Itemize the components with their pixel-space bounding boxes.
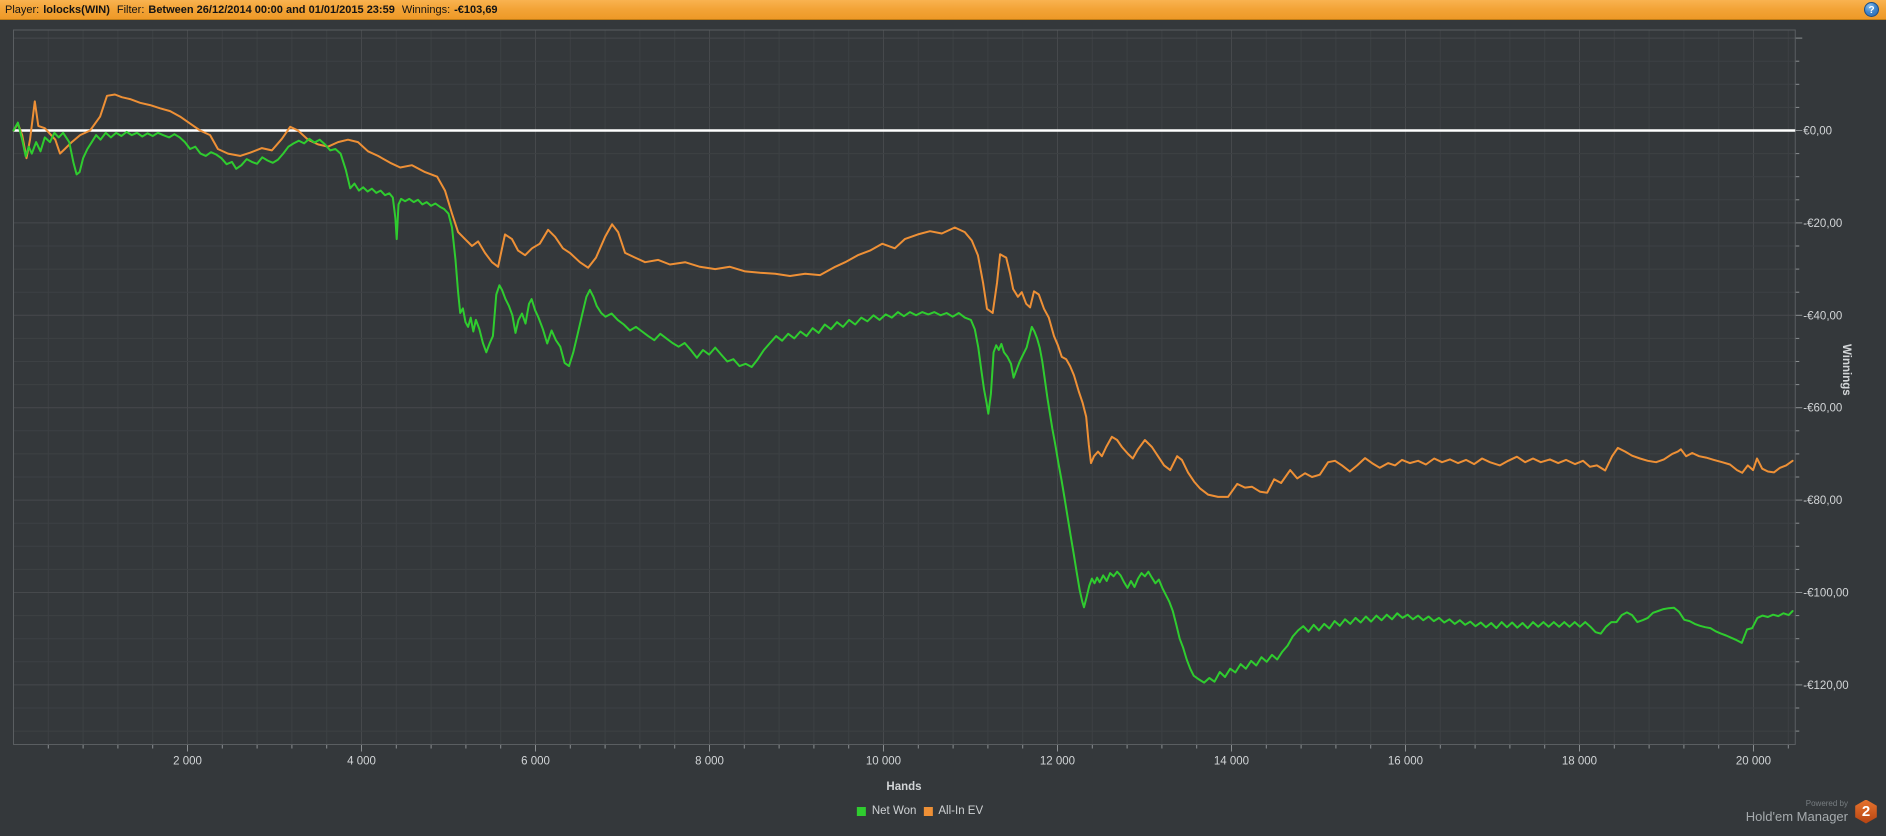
net-won-swatch-icon <box>856 806 866 816</box>
title-bar: Player: lolocks(WIN) Filter: Between 26/12/… <box>0 0 1886 20</box>
y-tick-label: -€60,00 <box>1803 403 1842 415</box>
all-in-ev-swatch-icon <box>923 806 933 816</box>
x-tick-label: 14 000 <box>1214 756 1249 768</box>
legend-item-all-in-ev[interactable]: All-In EV <box>923 805 983 817</box>
x-tick-label: 6 000 <box>521 756 550 768</box>
y-tick-label: -€20,00 <box>1803 218 1842 230</box>
x-tick-label: 12 000 <box>1040 756 1075 768</box>
x-tick-label: 4 000 <box>347 756 376 768</box>
winnings-label: Winnings: <box>401 3 451 16</box>
x-tick-label: 2 000 <box>173 756 202 768</box>
y-axis-title: Winnings <box>1840 344 1852 396</box>
help-icon[interactable]: ? <box>1864 2 1879 17</box>
filter-value: Between 26/12/2014 00:00 and 01/01/2015 … <box>148 3 395 16</box>
player-value: lolocks(WIN) <box>43 3 110 16</box>
player-label: Player: <box>5 3 40 16</box>
plot-border <box>13 29 1796 745</box>
x-tick-label: 16 000 <box>1388 756 1423 768</box>
series-line-all-in-ev <box>12 93 1794 498</box>
legend-item-net-won[interactable]: Net Won <box>856 805 917 817</box>
brand-name-text: Hold'em Manager <box>1745 809 1848 824</box>
x-tick-label: 20 000 <box>1736 756 1771 768</box>
y-tick-label: -€40,00 <box>1803 310 1842 322</box>
legend-label-all-in-ev: All-In EV <box>938 805 984 817</box>
legend: Net Won All-In EV <box>856 805 983 817</box>
x-axis-title: Hands <box>886 781 922 793</box>
legend-label-net-won: Net Won <box>871 805 917 817</box>
filter-label: Filter: <box>116 3 145 16</box>
powered-by-text: Powered by <box>1805 799 1848 808</box>
x-tick-label: 10 000 <box>866 756 901 768</box>
graph-filter-summary: Player: lolocks(WIN) Filter: Between 26/12/… <box>5 4 505 16</box>
winnings-value: -€103,69 <box>454 3 498 16</box>
y-tick-label: €0,00 <box>1803 126 1832 138</box>
y-tick-label: -€80,00 <box>1803 495 1842 507</box>
y-tick-label: -€120,00 <box>1803 680 1848 692</box>
y-tick-label: -€100,00 <box>1803 588 1848 600</box>
hm2-branding: Powered by Hold'em Manager 2 <box>1746 799 1878 824</box>
x-tick-label: 18 000 <box>1562 756 1597 768</box>
series-line-net-won <box>12 121 1794 684</box>
x-tick-label: 8 000 <box>695 756 724 768</box>
hm2-logo-icon: 2 <box>1855 799 1877 824</box>
